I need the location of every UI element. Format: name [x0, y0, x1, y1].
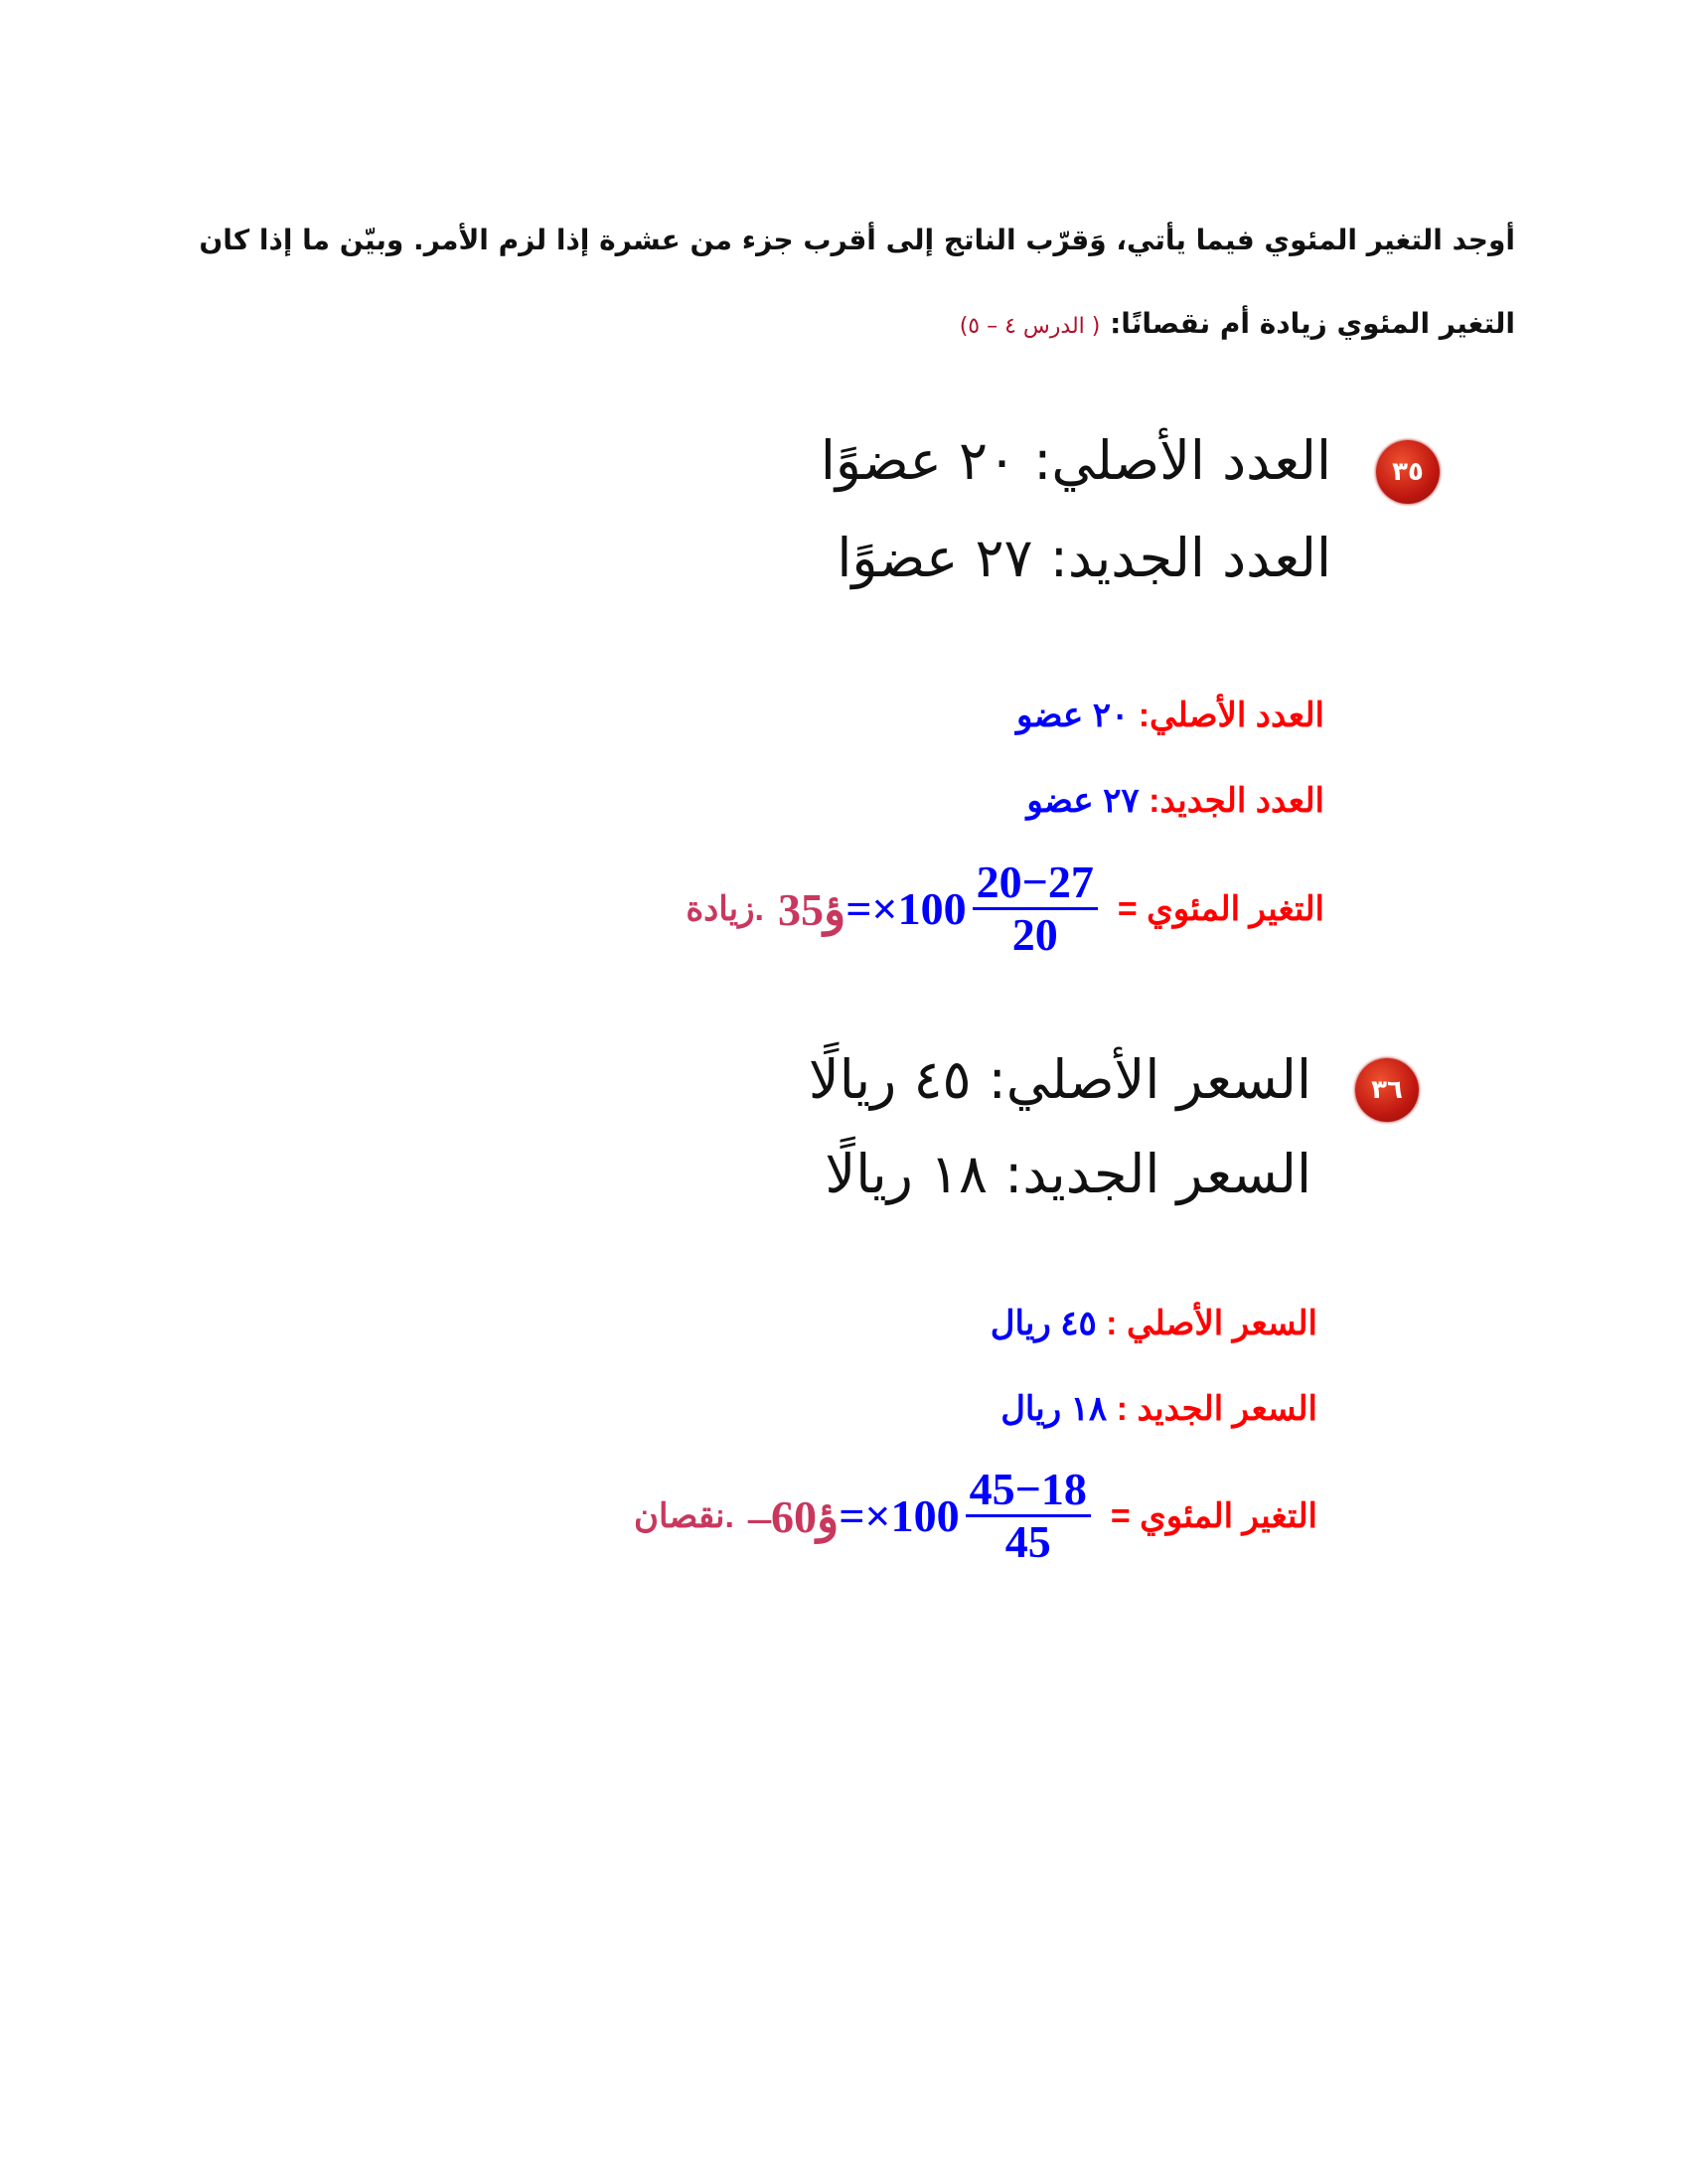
problem-number-badge: ٣٦ [1355, 1058, 1419, 1122]
problem-new: السعر الجديد: ١٨ ريالًا [825, 1143, 1311, 1205]
problem-original: العدد الأصلي: ٢٠ عضوًا [820, 429, 1331, 492]
problem-original: السعر الأصلي: ٤٥ ريالًا [808, 1048, 1311, 1111]
fraction: 20−27 20 [972, 859, 1098, 960]
multiplier: ×100 [871, 883, 967, 934]
result-value: 35ؤ [777, 883, 846, 935]
result-word: نقصان. [634, 1496, 734, 1535]
numerator: 20−27 [972, 859, 1098, 910]
label: التغير المئوي = [1110, 1496, 1317, 1535]
label: السعر الأصلي : [1106, 1305, 1317, 1342]
percent-change-formula: زيادة. 35ؤ = ×100 20−27 20 التغير المئوي… [686, 859, 1324, 958]
value: ١٨ ريال [1000, 1390, 1108, 1428]
label: التغير المئوي = [1117, 889, 1324, 928]
percent-change-formula: نقصان. –60ؤ = ×100 45−18 45 التغير المئو… [634, 1467, 1317, 1565]
value: ٢٧ عضو [1026, 782, 1140, 820]
value: ٢٠ عضو [1015, 697, 1130, 734]
instructions-line-1: أوجد التغير المئوي فيما يأتي، وَقرّب الن… [199, 224, 1515, 340]
label: العدد الأصلي: [1138, 697, 1324, 734]
label: السعر الجديد : [1116, 1390, 1317, 1428]
solution-original: السعر الأصلي : ٤٥ ريال [991, 1304, 1317, 1343]
instructions: أوجد التغير المئوي فيما يأتي، وَقرّب الن… [149, 199, 1515, 369]
equals: = [845, 883, 872, 934]
problem-number-badge: ٣٥ [1376, 440, 1440, 504]
lesson-reference: ( الدرس ٤ – ٥) [959, 314, 1101, 339]
equals: = [839, 1490, 865, 1541]
instructions-text: زيادة أم نقصانًا: [1110, 307, 1327, 340]
result-word: زيادة. [686, 889, 764, 928]
solution-new: السعر الجديد : ١٨ ريال [1000, 1389, 1317, 1429]
result-value: –60ؤ [747, 1490, 840, 1542]
solution-new: العدد الجديد: ٢٧ عضو [1026, 781, 1324, 821]
problem-new: العدد الجديد: ٢٧ عضوًا [837, 527, 1331, 589]
value: ٤٥ ريال [990, 1305, 1097, 1342]
denominator: 20 [1011, 909, 1058, 960]
numerator: 45−18 [965, 1467, 1091, 1517]
label: العدد الجديد: [1149, 782, 1324, 820]
denominator: 45 [1004, 1516, 1051, 1567]
solution-original: العدد الأصلي: ٢٠ عضو [1016, 696, 1324, 735]
multiplier: ×100 [864, 1490, 960, 1541]
fraction: 45−18 45 [965, 1467, 1091, 1567]
